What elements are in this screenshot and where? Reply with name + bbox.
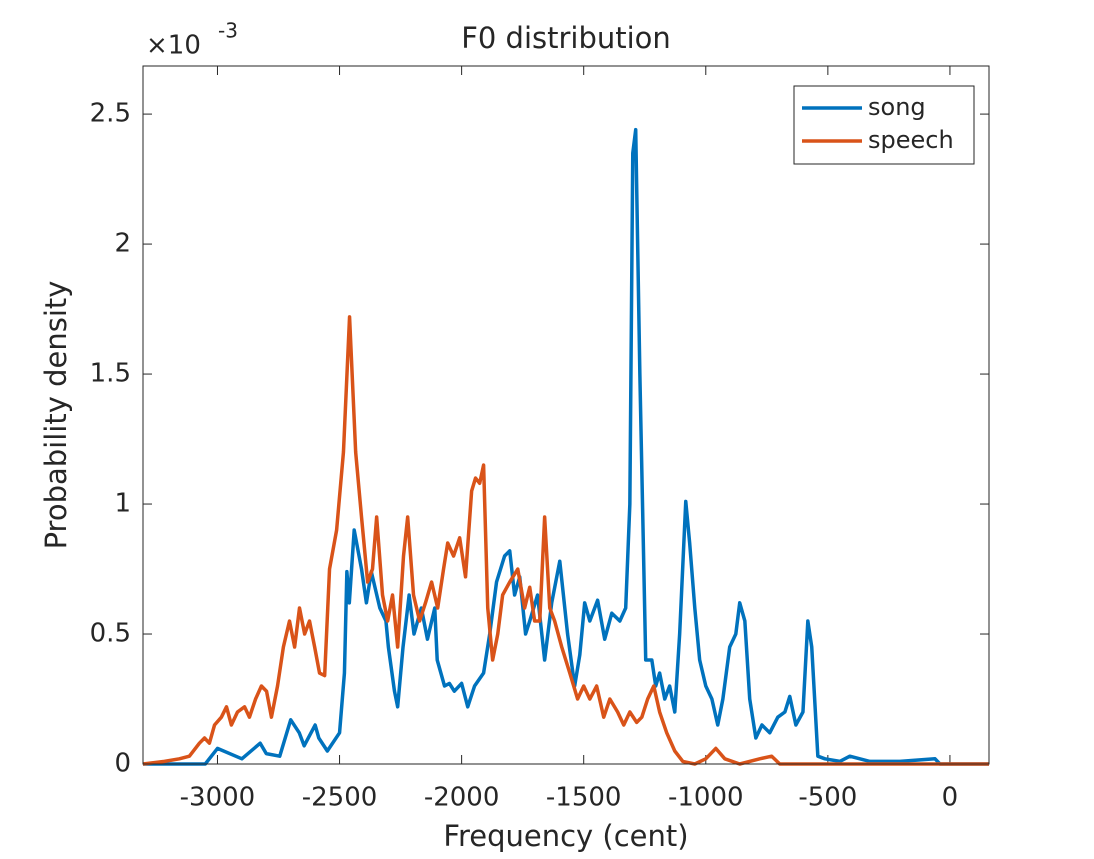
x-axis-label: Frequency (cent) bbox=[443, 819, 688, 853]
x-tick-label: 0 bbox=[942, 783, 959, 813]
y-multiplier-exponent: -3 bbox=[218, 19, 238, 43]
legend-box bbox=[793, 85, 975, 165]
y-tick-label: 0 bbox=[114, 749, 131, 779]
x-tick-label: -2500 bbox=[302, 783, 378, 813]
legend-label: song bbox=[868, 93, 926, 121]
y-axis-label: Probability density bbox=[39, 281, 73, 550]
y-multiplier: ×10 bbox=[146, 31, 201, 61]
x-tick-label: -1000 bbox=[668, 783, 744, 813]
y-tick-label: 0.5 bbox=[90, 619, 131, 649]
x-tick-label: -1500 bbox=[546, 783, 622, 813]
series-line bbox=[142, 315, 989, 766]
axes-box bbox=[142, 65, 990, 765]
legend-label: speech bbox=[868, 126, 954, 154]
x-tick-label: -3000 bbox=[180, 783, 256, 813]
y-tick-label: 2 bbox=[114, 229, 131, 259]
chart-title: F0 distribution bbox=[461, 21, 671, 55]
y-tick-label: 1.5 bbox=[90, 359, 131, 389]
x-tick-label: -500 bbox=[798, 783, 857, 813]
y-tick-label: 2.5 bbox=[90, 99, 131, 129]
x-tick-label: -2000 bbox=[424, 783, 500, 813]
y-tick-label: 1 bbox=[114, 489, 131, 519]
